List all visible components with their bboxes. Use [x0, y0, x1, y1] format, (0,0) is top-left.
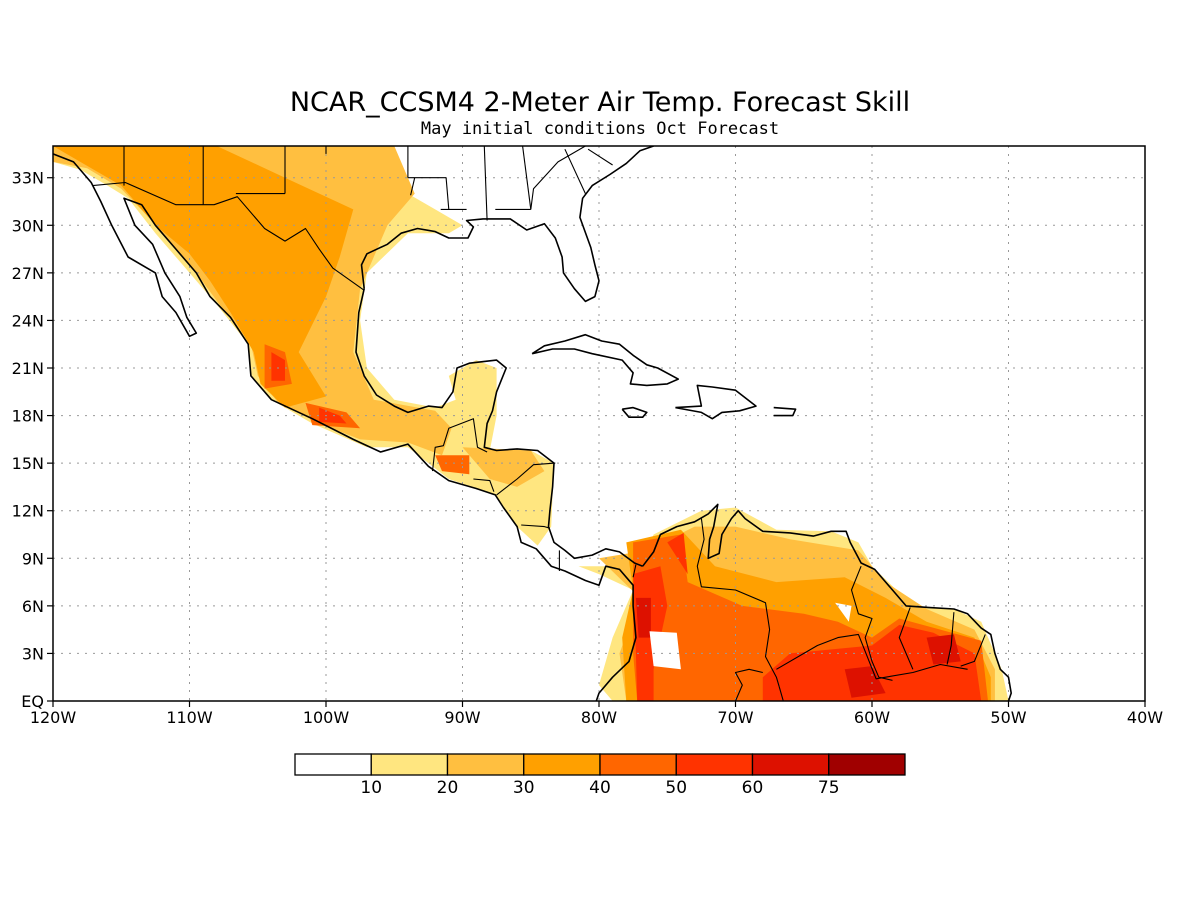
x-tick-label: 110W	[166, 708, 213, 727]
border-line	[522, 146, 532, 210]
colorbar: 10 20 30 40 50 60 75	[294, 753, 906, 798]
x-tick-label: 100W	[303, 708, 350, 727]
colorbar-swatch	[828, 753, 906, 776]
border-line	[431, 418, 488, 472]
colorbar-level-label: 60	[742, 778, 764, 798]
border-line	[445, 177, 450, 210]
coastline	[642, 503, 1013, 701]
skill-region-level-3	[53, 146, 354, 408]
skill-region-level-6	[926, 634, 961, 665]
x-tick-label: 40W	[1127, 708, 1163, 727]
colorbar-level-label: 30	[513, 778, 535, 798]
border-line	[530, 146, 586, 210]
colorbar-swatch	[523, 753, 601, 776]
skill-region-level-0	[649, 631, 681, 670]
skill-region-level-5	[271, 352, 285, 381]
coastline	[675, 384, 757, 420]
political-borders	[92, 146, 986, 701]
border-line	[587, 148, 613, 166]
y-tick-label: 12N	[12, 502, 44, 521]
x-tick-label: 80W	[581, 708, 617, 727]
colorbar-level-label: 40	[589, 778, 611, 798]
coastlines	[53, 146, 1013, 701]
y-tick-label: 9N	[22, 549, 44, 568]
latitude-axis: EQ 3N 6N 9N 12N 15N 18N 21N 24N 27N 30N 33N	[12, 169, 53, 711]
skill-region-level-6	[635, 597, 651, 638]
y-tick-label: 18N	[12, 407, 44, 426]
coastline	[531, 333, 680, 387]
x-tick-label: 70W	[717, 708, 753, 727]
coastline	[53, 153, 637, 701]
coastline	[773, 406, 797, 417]
map-title: NCAR_CCSM4 2-Meter Air Temp. Forecast Sk…	[290, 87, 910, 118]
skill-region-level-5	[667, 532, 688, 575]
border-line	[960, 634, 986, 667]
y-tick-label: 30N	[12, 216, 44, 235]
skill-region-level-5	[762, 624, 982, 701]
y-tick-label: 24N	[12, 311, 44, 330]
y-tick-label: 27N	[12, 264, 44, 283]
border-line	[564, 148, 586, 194]
border-line	[632, 564, 637, 578]
border-line	[473, 478, 495, 492]
y-tick-label: 3N	[22, 644, 44, 663]
gridlines	[53, 146, 1145, 701]
colorbar-level-label: 20	[437, 778, 459, 798]
colorbar-swatch	[294, 753, 372, 776]
coastline	[355, 288, 643, 567]
skill-region-level-0	[835, 602, 852, 622]
border-line	[521, 524, 551, 529]
colorbar-level-label: 50	[665, 778, 687, 798]
map-subtitle: May initial conditions Oct Forecast	[421, 119, 779, 139]
skill-region-level-6	[844, 666, 886, 698]
colorbar-level-label: 75	[818, 778, 840, 798]
border-line	[483, 146, 488, 221]
x-tick-label: 50W	[990, 708, 1026, 727]
border-line	[898, 607, 914, 670]
y-tick-label: 15N	[12, 454, 44, 473]
border-line	[778, 686, 784, 701]
border-line	[410, 177, 416, 196]
skill-region-level-2	[462, 447, 545, 487]
border-line	[734, 668, 763, 701]
longitude-axis: 120W 110W 100W 90W 80W 70W 60W 50W 40W	[30, 701, 1163, 727]
colorbar-swatch	[751, 753, 830, 776]
y-tick-label: 33N	[12, 169, 44, 188]
colorbar-swatch	[370, 753, 449, 776]
border-line	[92, 181, 365, 291]
colorbar-level-label: 10	[360, 778, 382, 798]
y-tick-label: 6N	[22, 597, 44, 616]
border-line	[946, 612, 955, 665]
x-tick-label: 120W	[30, 708, 77, 727]
colorbar-swatch	[446, 753, 525, 776]
border-line	[696, 518, 780, 687]
border-line	[496, 462, 556, 496]
x-tick-label: 90W	[444, 708, 480, 727]
coastline	[621, 406, 648, 419]
coastline	[360, 146, 654, 303]
y-tick-label: EQ	[21, 692, 44, 711]
border-line	[850, 565, 893, 681]
border-line	[776, 633, 968, 680]
y-tick-label: 21N	[12, 359, 44, 378]
colorbar-swatch	[599, 753, 677, 776]
colorbar-swatch	[675, 753, 754, 776]
x-tick-label: 60W	[854, 708, 890, 727]
skill-region-level-4	[435, 455, 470, 475]
